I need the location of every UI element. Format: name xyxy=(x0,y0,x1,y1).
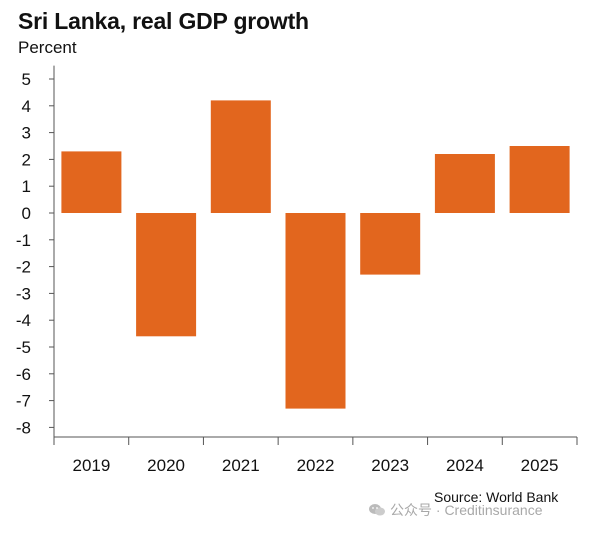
bar-2024 xyxy=(434,154,495,213)
x-tick-label: 2022 xyxy=(297,456,335,475)
ticks-layer: 2019 2020 2021 2022 2023 2024 2025 5 4 3 2 1 0 -1 -2 -3… xyxy=(16,70,559,475)
bar-2022 xyxy=(285,213,346,409)
watermark-text: 公众号 · Creditinsurance xyxy=(390,502,543,518)
bar-2025 xyxy=(509,146,570,213)
bars-layer xyxy=(61,100,570,409)
bar-2020 xyxy=(136,213,197,337)
y-tick-label: 5 xyxy=(22,70,31,89)
watermark: 公众号 · Creditinsurance xyxy=(368,500,543,520)
y-tick-label: -5 xyxy=(16,338,31,357)
x-tick-label: 2023 xyxy=(371,456,409,475)
x-tick-label: 2019 xyxy=(72,456,110,475)
y-tick-label: -8 xyxy=(16,418,31,437)
y-axis-unit-label: Percent xyxy=(18,38,77,57)
y-tick-label: 2 xyxy=(22,150,31,169)
y-tick-label: -2 xyxy=(16,258,31,277)
y-tick-label: 0 xyxy=(22,204,31,223)
wechat-icon xyxy=(368,503,386,517)
y-tick-label: -3 xyxy=(16,284,31,303)
x-tick-label: 2021 xyxy=(222,456,260,475)
y-tick-label: 1 xyxy=(22,177,31,196)
bar-2023 xyxy=(360,213,421,275)
x-tick-label: 2024 xyxy=(446,456,484,475)
x-tick-label: 2020 xyxy=(147,456,185,475)
chart-title: Sri Lanka, real GDP growth xyxy=(18,8,309,34)
axes-layer xyxy=(49,65,578,445)
y-tick-label: 3 xyxy=(22,124,31,143)
bar-2021 xyxy=(210,100,271,213)
x-tick-label: 2025 xyxy=(521,456,559,475)
y-tick-label: -4 xyxy=(16,311,31,330)
y-tick-label: -1 xyxy=(16,231,31,250)
source-note: Source: World Bank xyxy=(434,489,559,505)
bar-2019 xyxy=(61,151,122,213)
y-tick-label: -7 xyxy=(16,392,31,411)
y-tick-label: -6 xyxy=(16,365,31,384)
y-tick-label: 4 xyxy=(22,97,31,116)
